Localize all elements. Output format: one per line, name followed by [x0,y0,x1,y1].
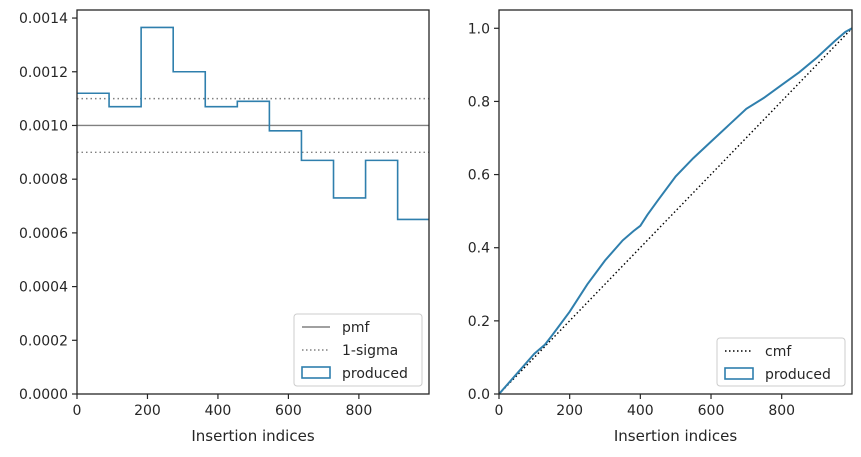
legend: pmf 1-sigma produced [294,314,422,386]
legend: cmf produced [717,338,845,386]
y-tick-label: 0.0 [468,387,490,403]
x-tick-label: 600 [275,403,302,419]
y-tick-label: 0.0002 [19,333,68,349]
x-tick-label: 800 [346,403,373,419]
x-tick-label: 400 [205,403,232,419]
x-tick-label: 200 [556,403,583,419]
x-tick-label: 0 [73,403,82,419]
y-tick-label: 0.0008 [19,172,68,188]
legend-label: cmf [765,344,792,360]
x-tick-label: 0 [495,403,504,419]
legend-label: produced [342,366,408,382]
legend-label: pmf [342,320,371,336]
y-tick-label: 0.4 [468,241,490,257]
legend-label: 1-sigma [342,343,398,359]
y-tick-label: 0.0006 [19,226,68,242]
x-tick-label: 600 [698,403,725,419]
x-axis-title: Insertion indices [614,427,737,445]
x-tick-label: 800 [768,403,795,419]
y-tick-label: 1.0 [468,21,490,37]
x-tick-label: 200 [134,403,161,419]
y-tick-label: 0.6 [468,168,490,184]
legend-label: produced [765,367,831,383]
y-tick-label: 0.0010 [19,118,68,134]
y-tick-label: 0.8 [468,94,490,110]
y-tick-label: 0.2 [468,314,490,330]
x-axis-title: Insertion indices [191,427,314,445]
x-tick-label: 400 [627,403,654,419]
y-tick-label: 0.0004 [19,280,68,296]
y-tick-label: 0.0014 [19,11,68,27]
y-tick-label: 0.0000 [19,387,68,403]
y-tick-label: 0.0012 [19,65,68,81]
